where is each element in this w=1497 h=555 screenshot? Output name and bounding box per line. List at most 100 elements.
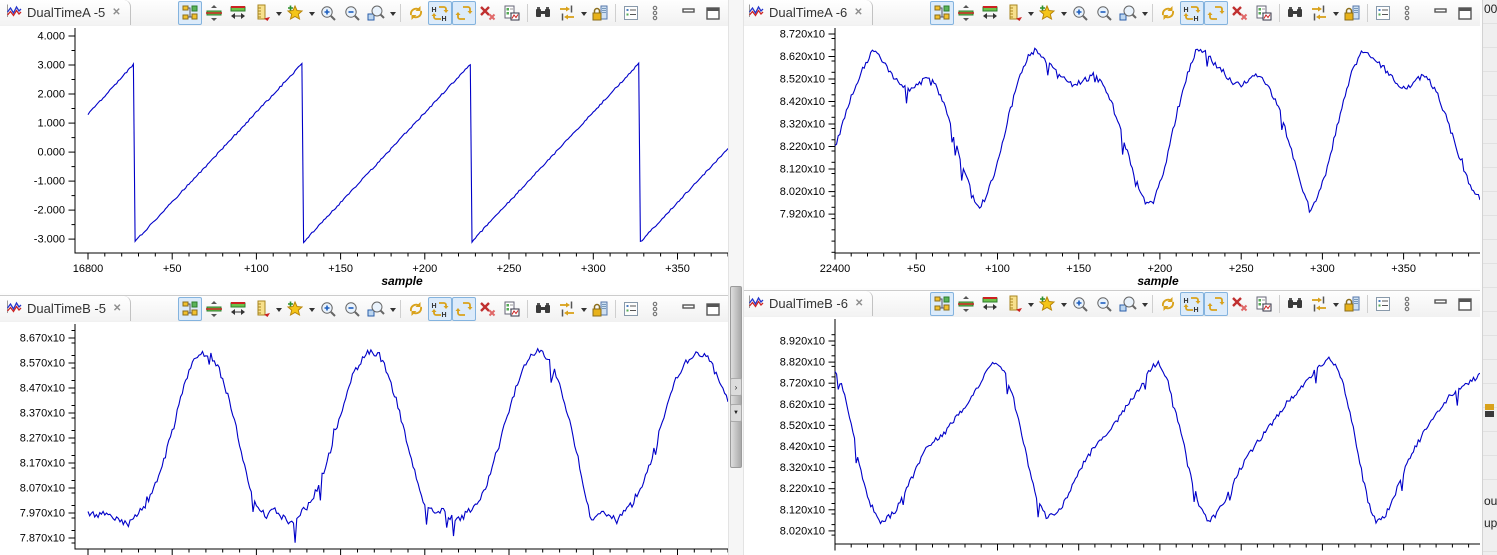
fit-width-icon[interactable] bbox=[978, 1, 1002, 25]
measure-ruler-icon[interactable] bbox=[1002, 1, 1026, 25]
navigate-samples-dropdown-icon[interactable] bbox=[579, 2, 588, 24]
freeze-lock-icon[interactable] bbox=[588, 1, 612, 25]
chart-area-dualtimeb-5[interactable]: 8.670x10 8.570x10 8.470x10 8.370x10 8.270x10… bbox=[0, 322, 728, 555]
maximize-icon[interactable] bbox=[1453, 292, 1477, 316]
autoscale-icon[interactable] bbox=[954, 292, 978, 316]
measure-ruler-dropdown-icon[interactable] bbox=[274, 2, 283, 24]
zoom-region-dropdown-icon[interactable] bbox=[1140, 2, 1149, 24]
navigate-samples-icon[interactable] bbox=[555, 1, 579, 25]
legend-toggle-icon[interactable] bbox=[930, 292, 954, 316]
zoom-out-icon[interactable] bbox=[1092, 1, 1116, 25]
zoom-region-icon[interactable] bbox=[1116, 1, 1140, 25]
splitter-expand-icon[interactable]: › bbox=[730, 378, 742, 396]
maximize-icon[interactable] bbox=[1453, 1, 1477, 25]
view-menu-icon[interactable] bbox=[643, 297, 667, 321]
fit-width-icon[interactable] bbox=[978, 292, 1002, 316]
view-menu-icon[interactable] bbox=[1395, 1, 1419, 25]
add-graph-dropdown-icon[interactable] bbox=[1059, 293, 1068, 315]
zoom-region-dropdown-icon[interactable] bbox=[388, 298, 397, 320]
add-graph-icon[interactable] bbox=[1035, 292, 1059, 316]
splitter-sash[interactable] bbox=[730, 286, 742, 468]
add-graph-dropdown-icon[interactable] bbox=[307, 2, 316, 24]
zoom-out-icon[interactable] bbox=[340, 297, 364, 321]
vertical-splitter[interactable]: › ▼ bbox=[728, 0, 744, 555]
navigate-samples-icon[interactable] bbox=[1307, 292, 1331, 316]
navigate-samples-icon[interactable] bbox=[1307, 1, 1331, 25]
freeze-lock-icon[interactable] bbox=[1340, 1, 1364, 25]
zoom-in-icon[interactable] bbox=[1068, 1, 1092, 25]
chart-area-dualtimea-5[interactable]: 4.000 3.000 2.000 1.000 0.000 -1.000 -2.000 -3.… bbox=[0, 26, 728, 293]
close-icon[interactable]: ✕ bbox=[854, 298, 864, 309]
chart-area-dualtimeb-6[interactable]: 8.920x10 8.820x10 8.720x10 8.620x10 8.520x10… bbox=[742, 317, 1480, 555]
measure-ruler-dropdown-icon[interactable] bbox=[1026, 293, 1035, 315]
tab-dualtimea-5[interactable]: DualTimeA -5 ✕ bbox=[0, 0, 131, 25]
sync-graphs-icon[interactable] bbox=[452, 1, 476, 25]
sync-graphs-icon[interactable] bbox=[452, 297, 476, 321]
tab-dualtimea-6[interactable]: DualTimeA -6 ✕ bbox=[742, 0, 873, 25]
reset-view-icon[interactable] bbox=[1156, 1, 1180, 25]
minimize-icon[interactable] bbox=[1429, 292, 1453, 316]
freeze-lock-icon[interactable] bbox=[588, 297, 612, 321]
legend-toggle-icon[interactable] bbox=[178, 297, 202, 321]
maximize-icon[interactable] bbox=[701, 297, 725, 321]
autoscale-icon[interactable] bbox=[202, 297, 226, 321]
add-graph-icon[interactable] bbox=[283, 1, 307, 25]
sync-graphs-icon[interactable] bbox=[1204, 1, 1228, 25]
export-graph-icon[interactable] bbox=[1252, 1, 1276, 25]
splitter-menu-icon[interactable]: ▼ bbox=[730, 404, 742, 422]
navigate-samples-dropdown-icon[interactable] bbox=[1331, 293, 1340, 315]
minimize-icon[interactable] bbox=[677, 297, 701, 321]
legend-toggle-icon[interactable] bbox=[178, 1, 202, 25]
export-graph-icon[interactable] bbox=[500, 297, 524, 321]
view-menu-icon[interactable] bbox=[643, 1, 667, 25]
fit-width-icon[interactable] bbox=[226, 1, 250, 25]
chart-area-dualtimea-6[interactable]: 8.720x10 8.620x10 8.520x10 8.420x10 8.320x10… bbox=[742, 26, 1480, 288]
measure-ruler-dropdown-icon[interactable] bbox=[1026, 2, 1035, 24]
autoscale-icon[interactable] bbox=[202, 1, 226, 25]
fit-width-icon[interactable] bbox=[226, 297, 250, 321]
measure-ruler-icon[interactable] bbox=[250, 1, 274, 25]
zoom-region-icon[interactable] bbox=[364, 297, 388, 321]
binoculars-icon[interactable] bbox=[531, 1, 555, 25]
zoom-in-icon[interactable] bbox=[1068, 292, 1092, 316]
close-icon[interactable]: ✕ bbox=[854, 7, 863, 18]
properties-icon[interactable] bbox=[1371, 292, 1395, 316]
binoculars-icon[interactable] bbox=[1283, 1, 1307, 25]
zoom-region-icon[interactable] bbox=[1116, 292, 1140, 316]
legend-toggle-icon[interactable] bbox=[930, 1, 954, 25]
zoom-region-icon[interactable] bbox=[364, 1, 388, 25]
add-graph-dropdown-icon[interactable] bbox=[1059, 2, 1068, 24]
binoculars-icon[interactable] bbox=[1283, 292, 1307, 316]
zoom-out-icon[interactable] bbox=[1092, 292, 1116, 316]
zoom-region-dropdown-icon[interactable] bbox=[1140, 293, 1149, 315]
measure-ruler-icon[interactable] bbox=[250, 297, 274, 321]
reset-view-icon[interactable] bbox=[1156, 292, 1180, 316]
minimize-icon[interactable] bbox=[677, 1, 701, 25]
navigate-samples-dropdown-icon[interactable] bbox=[579, 298, 588, 320]
close-icon[interactable]: ✕ bbox=[112, 303, 122, 314]
properties-icon[interactable] bbox=[619, 297, 643, 321]
autoscale-icon[interactable] bbox=[954, 1, 978, 25]
properties-icon[interactable] bbox=[619, 1, 643, 25]
zoom-in-icon[interactable] bbox=[316, 1, 340, 25]
properties-icon[interactable] bbox=[1371, 1, 1395, 25]
add-graph-icon[interactable] bbox=[1035, 1, 1059, 25]
zoom-in-icon[interactable] bbox=[316, 297, 340, 321]
zoom-out-icon[interactable] bbox=[340, 1, 364, 25]
freeze-lock-icon[interactable] bbox=[1340, 292, 1364, 316]
clipped-icon[interactable] bbox=[1485, 404, 1496, 423]
clear-data-icon[interactable] bbox=[1228, 292, 1252, 316]
add-graph-dropdown-icon[interactable] bbox=[307, 298, 316, 320]
view-menu-icon[interactable] bbox=[1395, 292, 1419, 316]
reset-view-icon[interactable] bbox=[404, 1, 428, 25]
clear-data-icon[interactable] bbox=[476, 297, 500, 321]
close-icon[interactable]: ✕ bbox=[112, 7, 121, 18]
navigate-samples-dropdown-icon[interactable] bbox=[1331, 2, 1340, 24]
sync-graphs-icon[interactable] bbox=[1204, 292, 1228, 316]
clear-data-icon[interactable] bbox=[476, 1, 500, 25]
reset-view-icon[interactable] bbox=[404, 297, 428, 321]
maximize-icon[interactable] bbox=[701, 1, 725, 25]
minimize-icon[interactable] bbox=[1429, 1, 1453, 25]
